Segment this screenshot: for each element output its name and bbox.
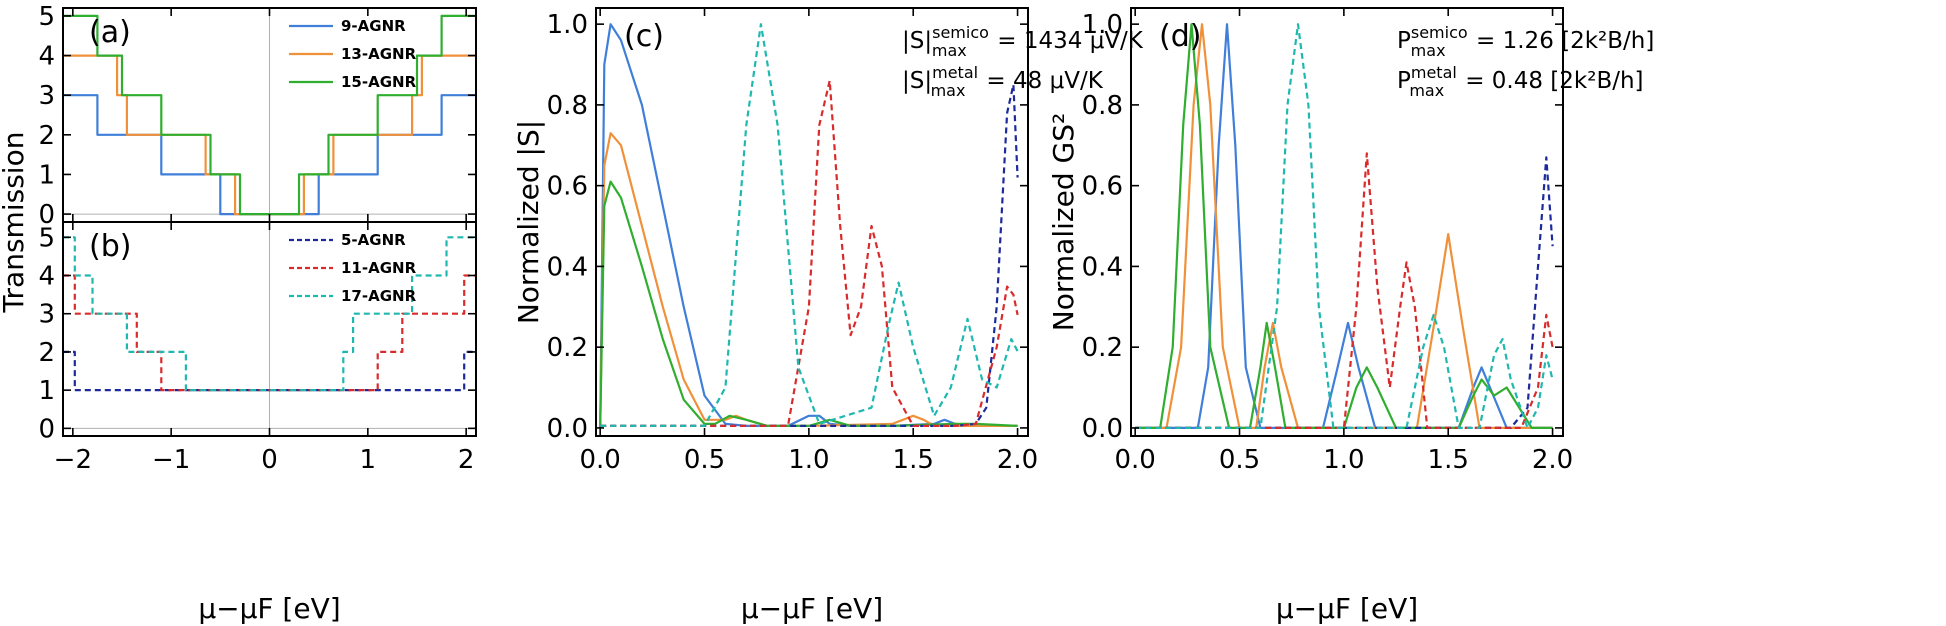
- y-tick-label: 1: [38, 376, 55, 406]
- y-tick-label: 0.2: [547, 333, 588, 363]
- annotation-semico: Psemico max = 1.26 [2k²B/h]: [1397, 23, 1654, 60]
- y-axis-label: Transmission: [0, 132, 30, 314]
- y-tick-label: 3: [38, 81, 55, 111]
- y-tick-label: 1: [38, 160, 55, 190]
- y-tick-label: 0.6: [547, 172, 588, 202]
- series-line-17-agnr: [600, 23, 1019, 427]
- panel-b-transmission: 0 1 2 3 4 5 −2 −1 0 1 2 (b) μ−μF [eV] 5-AGNR 11-AGNR 17…: [38, 221, 477, 625]
- y-tick-label: 1.0: [547, 10, 588, 40]
- series-line-15-agnr: [1135, 23, 1553, 429]
- y-tick-label: 0.0: [1082, 414, 1123, 444]
- x-axis-label: μ−μF [eV]: [741, 592, 883, 625]
- y-tick-label: 5: [38, 2, 55, 32]
- x-axis-label: μ−μF [eV]: [1276, 592, 1418, 625]
- series-line-9-agnr: [1135, 23, 1553, 429]
- legend-label-13-agnr: 13-AGNR: [341, 45, 417, 63]
- y-tick-label: 0.4: [547, 252, 588, 282]
- y-tick-label: 5: [38, 223, 55, 253]
- y-tick-label: 0.8: [1082, 91, 1123, 121]
- y-tick-label: 2: [38, 121, 55, 151]
- x-tick-label: 2.0: [1532, 445, 1573, 475]
- series-line-17-agnr: [63, 236, 476, 392]
- y-tick-label: 3: [38, 300, 55, 330]
- x-tick-label: 2: [458, 445, 475, 475]
- y-tick-label: 4: [38, 262, 55, 292]
- series-line-11-agnr: [600, 79, 1019, 427]
- x-tick-label: 2.0: [997, 445, 1038, 475]
- x-tick-label: 0.5: [684, 445, 725, 475]
- panel-label: (d): [1159, 19, 1201, 54]
- series-line-5-agnr: [600, 83, 1019, 427]
- panel-label: (b): [89, 229, 131, 264]
- y-tick-label: 1.0: [1082, 10, 1123, 40]
- x-tick-label: 1.0: [788, 445, 829, 475]
- series-line-13-agnr: [599, 132, 1018, 428]
- x-tick-label: 1.0: [1323, 445, 1364, 475]
- annotation-metal: Pmetal max = 0.48 [2k²B/h]: [1397, 63, 1644, 100]
- panel-a-transmission: 0 1 2 3 4 5 (a) Transmission 9-AGNR 13-AGNR 15-AGN…: [0, 2, 477, 314]
- panel-c-normalized-seebeck: 0.0 0.2 0.4 0.6 0.8 1.0 0.0 0.5 1.0 1.5 2.0 (c) μ−μF…: [512, 7, 1144, 625]
- panel-label: (c): [624, 19, 664, 54]
- x-tick-label: 0.5: [1219, 445, 1260, 475]
- x-axis-label: μ−μF [eV]: [198, 592, 340, 625]
- legend-label-11-agnr: 11-AGNR: [341, 259, 417, 277]
- y-axis-label: Normalized |S|: [512, 120, 545, 324]
- series-line-11-agnr: [63, 274, 476, 392]
- x-tick-label: −2: [54, 445, 92, 475]
- annotation-metal: |S|metal max = 48 μV/K: [902, 63, 1104, 100]
- y-tick-label: 0: [38, 200, 55, 230]
- x-tick-label: 1: [360, 445, 377, 475]
- legend-label-5-agnr: 5-AGNR: [341, 231, 406, 249]
- y-tick-label: 0.2: [1082, 333, 1123, 363]
- x-tick-label: 1.5: [893, 445, 934, 475]
- y-tick-label: 0.4: [1082, 252, 1123, 282]
- y-tick-label: 0.0: [547, 414, 588, 444]
- y-tick-label: 0: [38, 414, 55, 444]
- series-line-17-agnr: [1135, 23, 1554, 429]
- plot-frame: [1130, 7, 1564, 437]
- panel-d-normalized-power-factor: 0.0 0.2 0.4 0.6 0.8 1.0 0.0 0.5 1.0 1.5 2.0 (d) μ−μF…: [1047, 7, 1654, 625]
- series-line-13-agnr: [1135, 23, 1553, 429]
- x-tick-label: 1.5: [1428, 445, 1469, 475]
- y-axis-label: Normalized GS²: [1047, 113, 1080, 331]
- legend-label-15-agnr: 15-AGNR: [341, 73, 417, 91]
- series-line-11-agnr: [1135, 152, 1554, 429]
- y-tick-label: 0.6: [1082, 172, 1123, 202]
- x-tick-label: −1: [152, 445, 190, 475]
- x-tick-label: 0.0: [1114, 445, 1155, 475]
- x-tick-label: 0.0: [579, 445, 620, 475]
- annotation-semico: |S|semico max = 1434 μV/K: [902, 23, 1144, 60]
- x-tick-label: 0: [261, 445, 278, 475]
- y-tick-label: 0.8: [547, 91, 588, 121]
- panel-label: (a): [89, 15, 131, 50]
- plot-frame: [595, 7, 1029, 437]
- y-tick-label: 4: [38, 42, 55, 72]
- legend-label-17-agnr: 17-AGNR: [341, 287, 417, 305]
- legend-label-9-agnr: 9-AGNR: [341, 17, 406, 35]
- y-tick-label: 2: [38, 338, 55, 368]
